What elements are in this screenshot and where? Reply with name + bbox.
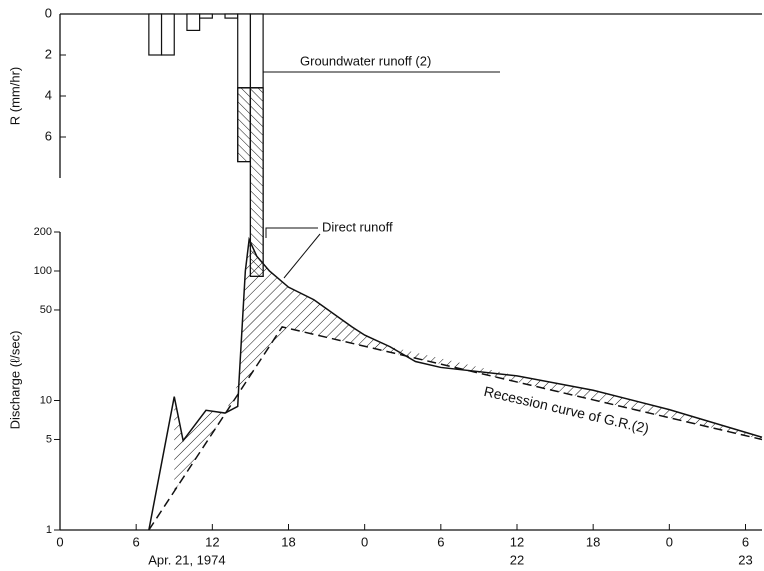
y-tick-label: 200 — [34, 226, 52, 238]
y-tick-label: 10 — [40, 394, 52, 406]
rain-bar — [160, 13, 175, 56]
x-tick-label: 12 — [205, 534, 219, 549]
x-tick-label: 6 — [742, 534, 749, 549]
direct-runoff-hatch — [237, 87, 252, 163]
x-tick-label: 18 — [586, 534, 600, 549]
rain-bar — [186, 13, 201, 31]
x-tick-label: 0 — [361, 534, 368, 549]
groundwater-annotation: Groundwater runoff (2) — [300, 53, 431, 68]
y-tick-label: 4 — [45, 87, 52, 102]
rain-y-label: R (mm/hr) — [7, 67, 22, 126]
discharge-y-label: Discharge (ℓ/sec) — [7, 331, 22, 430]
y-tick-label: 5 — [46, 433, 52, 445]
x-tick-label: 18 — [281, 534, 295, 549]
leader-line — [283, 233, 321, 279]
y-tick-label: 1 — [46, 524, 52, 536]
rain-bar — [224, 13, 239, 19]
x-tick-label: 12 — [510, 534, 524, 549]
y-tick-label: 2 — [45, 46, 52, 61]
direct-runoff-annotation: Direct runoff — [322, 219, 393, 234]
y-tick-label: 6 — [45, 128, 52, 143]
date-label: 22 — [510, 552, 524, 567]
x-tick-label: 6 — [133, 534, 140, 549]
rain-bar — [148, 13, 163, 56]
recession-line — [148, 326, 763, 531]
x-tick-label: 0 — [666, 534, 673, 549]
y-tick-label: 50 — [40, 304, 52, 316]
discharge-line — [148, 236, 763, 531]
y-tick-label: 0 — [45, 5, 52, 20]
direct-runoff-area — [174, 239, 763, 492]
rain-bar — [199, 13, 213, 19]
y-tick-label: 100 — [34, 265, 52, 277]
date-label: 23 — [738, 552, 752, 567]
date-label: Apr. 21, 1974 — [148, 552, 225, 567]
x-tick-label: 6 — [437, 534, 444, 549]
x-tick-label: 0 — [56, 534, 63, 549]
leader-line — [265, 227, 318, 238]
